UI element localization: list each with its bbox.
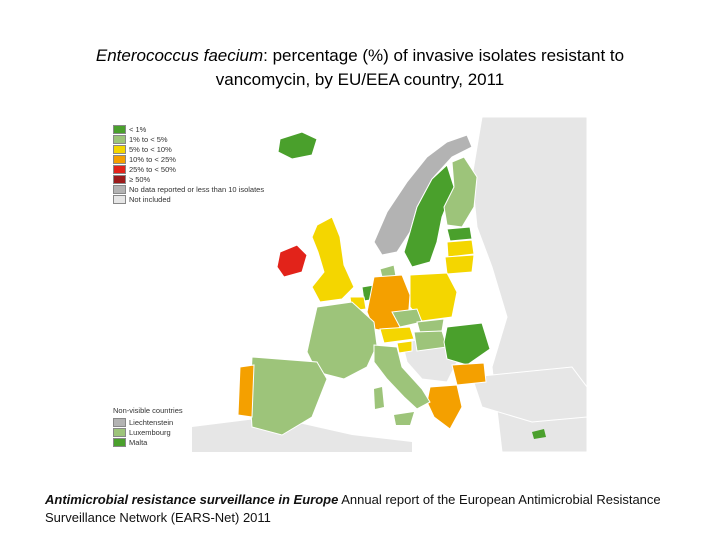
legend-label: Not included: [129, 194, 171, 204]
non-visible-swatch: [113, 417, 126, 427]
non-visible-legend: Non-visible countries Liechtenstein Luxem…: [113, 406, 183, 447]
non-visible-header: Non-visible countries: [113, 406, 183, 415]
country-latvia: [446, 239, 475, 258]
country-poland: [409, 272, 458, 322]
country-hungary: [413, 330, 448, 352]
non-visible-swatch: [113, 437, 126, 447]
country-portugal: [237, 364, 255, 418]
legend-item: < 1%: [113, 124, 264, 134]
legend-label: No data reported or less than 10 isolate…: [129, 184, 265, 194]
country-sardinia: [374, 387, 384, 409]
region-not-included-africa: [192, 417, 412, 452]
non-visible-label: Liechtenstein: [129, 417, 174, 427]
legend-item: 1% to < 5%: [113, 134, 264, 144]
title-line2: vancomycin, by EU/EEA country, 2011: [215, 70, 505, 89]
legend-label: 25% to < 50%: [129, 164, 176, 174]
legend-item: 25% to < 50%: [113, 164, 264, 174]
legend-label: ≥ 50%: [129, 174, 151, 184]
country-iceland: [277, 131, 318, 160]
map-legend: < 1% 1% to < 5% 5% to < 10% 10% to < 25% 25%…: [113, 124, 264, 204]
country-austria: [379, 326, 415, 344]
country-slovenia: [396, 340, 413, 354]
country-italy: [373, 344, 431, 410]
country-cyprus: [532, 429, 546, 439]
non-visible-item: Luxembourg: [113, 427, 183, 437]
page-title: Enterococcus faecium: percentage (%) of …: [40, 44, 680, 92]
non-visible-item: Liechtenstein: [113, 417, 183, 427]
country-lithuania: [444, 254, 475, 275]
legend-swatch: [113, 194, 126, 204]
legend-swatch: [113, 164, 126, 174]
country-ireland: [276, 244, 308, 278]
map-svg: [112, 117, 587, 452]
legend-swatch: [113, 174, 126, 184]
country-estonia: [446, 226, 473, 242]
legend-item: No data reported or less than 10 isolate…: [113, 184, 264, 194]
non-visible-item: Malta: [113, 437, 183, 447]
legend-label: < 1%: [129, 124, 147, 134]
legend-swatch: [113, 144, 126, 154]
country-bulgaria: [451, 362, 487, 386]
legend-label: 5% to < 10%: [129, 144, 172, 154]
legend-item: 5% to < 10%: [113, 144, 264, 154]
legend-item: 10% to < 25%: [113, 154, 264, 164]
legend-item: ≥ 50%: [113, 174, 264, 184]
legend-label: 1% to < 5%: [129, 134, 168, 144]
legend-swatch: [113, 184, 126, 194]
country-sweden: [403, 164, 455, 268]
source-title: Antimicrobial resistance surveillance in…: [45, 492, 339, 507]
legend-item: Not included: [113, 194, 264, 204]
title-rest: : percentage (%) of invasive isolates re…: [263, 46, 625, 65]
non-visible-label: Malta: [129, 437, 148, 447]
non-visible-swatch: [113, 427, 126, 437]
legend-label: 10% to < 25%: [129, 154, 176, 164]
legend-swatch: [113, 134, 126, 144]
title-species: Enterococcus faecium: [95, 46, 264, 65]
country-sicily: [394, 412, 414, 425]
country-uk: [311, 216, 355, 303]
country-france: [306, 301, 378, 380]
europe-map: [112, 117, 587, 452]
legend-swatch: [113, 154, 126, 164]
legend-swatch: [113, 124, 126, 134]
region-not-included-turkey: [471, 366, 587, 423]
country-finland: [443, 156, 478, 228]
source-rest: Annual report of the European Antimicrob…: [45, 492, 661, 525]
source-citation: Antimicrobial resistance surveillance in…: [45, 491, 685, 527]
non-visible-label: Luxembourg: [129, 427, 171, 437]
